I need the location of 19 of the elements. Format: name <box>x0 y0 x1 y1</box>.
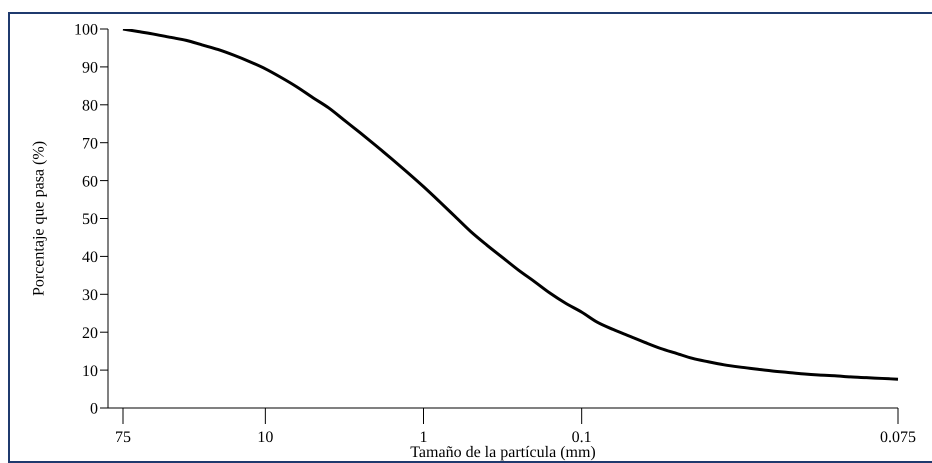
y-tick-label: 30 <box>82 286 98 304</box>
y-tick-label: 60 <box>82 173 98 190</box>
x-tick-label: 0.1 <box>572 429 592 446</box>
x-tick-label: 10 <box>257 429 274 446</box>
line-series <box>122 29 900 381</box>
y-tick-label: 90 <box>82 60 98 77</box>
y-tick-label: 40 <box>82 249 98 266</box>
y-tick-label: 10 <box>82 362 98 380</box>
x-tick-label: 0.075 <box>880 429 916 446</box>
x-tick-label: 75 <box>115 429 131 446</box>
y-tick-label: 70 <box>82 135 98 152</box>
y-axis-title: Porcentaje que pasa (%) <box>30 140 48 296</box>
y-tick-label: 80 <box>82 97 98 114</box>
x-tick-label: 1 <box>420 429 428 446</box>
y-tick-label: 100 <box>74 22 98 39</box>
y-tick-label: 20 <box>82 324 98 342</box>
y-tick-label: 0 <box>90 400 98 418</box>
x-axis-title: Tamaño de la partícula (mm) <box>410 444 596 461</box>
y-tick-label: 50 <box>82 211 98 228</box>
